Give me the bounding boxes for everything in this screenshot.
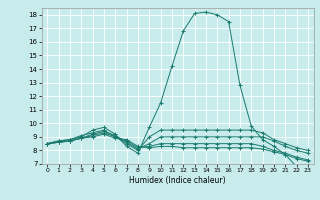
X-axis label: Humidex (Indice chaleur): Humidex (Indice chaleur) [129,176,226,185]
